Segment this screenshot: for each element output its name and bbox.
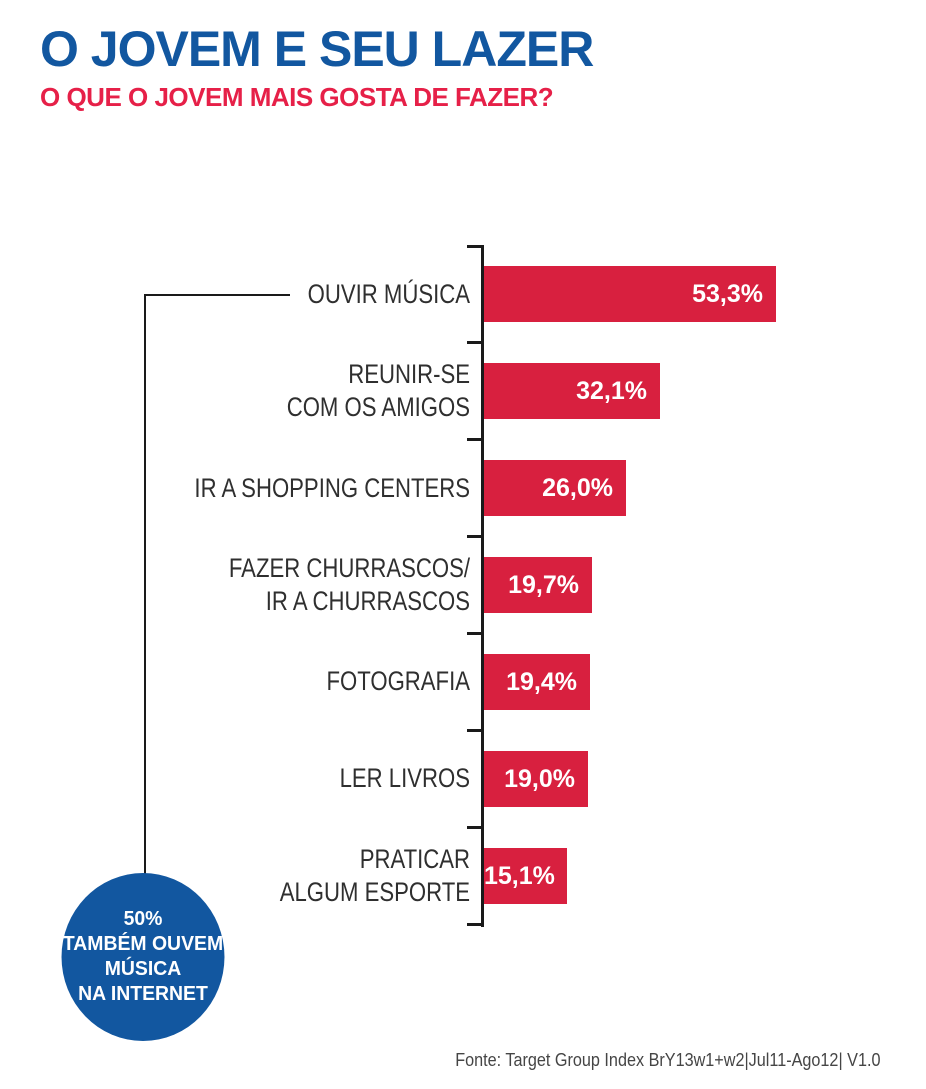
- axis-tick: [467, 341, 484, 345]
- bar: 53,3%: [484, 266, 776, 323]
- bar: 32,1%: [484, 363, 660, 420]
- bar-value-label: 19,7%: [508, 571, 579, 599]
- category-label: FOTOGRAFIA: [326, 666, 470, 697]
- annotation-line: MÚSICA: [104, 958, 182, 980]
- annotation-connector-line-horizontal: [144, 294, 290, 296]
- axis-tick: [467, 244, 484, 248]
- category-label: IR A SHOPPING CENTERS: [194, 472, 470, 503]
- category-label: LER LIVROS: [339, 763, 470, 794]
- annotation-line: TAMBÉM OUVEM: [62, 933, 224, 955]
- page-subtitle: O QUE O JOVEM MAIS GOSTA DE FAZER?: [40, 82, 554, 112]
- annotation-connector-line-vertical: [144, 294, 146, 875]
- category-label: REUNIR-SE COM OS AMIGOS: [286, 359, 470, 423]
- annotation-line: 50%: [123, 908, 163, 930]
- bar-value-label: 53,3%: [692, 280, 763, 309]
- bar: 19,7%: [484, 557, 592, 613]
- category-label: OUVIR MÚSICA: [307, 278, 470, 309]
- bar: 19,4%: [484, 653, 590, 710]
- axis-tick: [467, 728, 484, 732]
- category-label: PRATICAR ALGUM ESPORTE: [279, 843, 470, 907]
- axis-tick: [467, 825, 484, 829]
- bar: 15,1%: [484, 847, 567, 904]
- bar: 26,0%: [484, 460, 626, 517]
- source-note: Fonte: Target Group Index BrY13w1+w2|Jul…: [454, 1050, 880, 1070]
- page-title: O JOVEM E SEU LAZER: [40, 21, 594, 77]
- axis-tick: [467, 631, 484, 635]
- category-label: FAZER CHURRASCOS/ IR A CHURRASCOS: [228, 552, 470, 616]
- annotation-bubble: 50% TAMBÉM OUVEM MÚSICA NA INTERNET: [61, 873, 225, 1041]
- bar-value-label: 19,0%: [504, 764, 575, 793]
- axis-tick: [467, 438, 484, 442]
- bar-value-label: 15,1%: [484, 861, 555, 890]
- bar: 19,0%: [484, 750, 588, 807]
- annotation-line: NA INTERNET: [78, 983, 208, 1005]
- y-axis-line: [481, 246, 484, 927]
- axis-tick: [467, 922, 484, 926]
- axis-tick: [467, 535, 484, 539]
- bar-value-label: 32,1%: [576, 377, 647, 406]
- bar-value-label: 19,4%: [506, 667, 577, 696]
- bar-value-label: 26,0%: [542, 474, 613, 503]
